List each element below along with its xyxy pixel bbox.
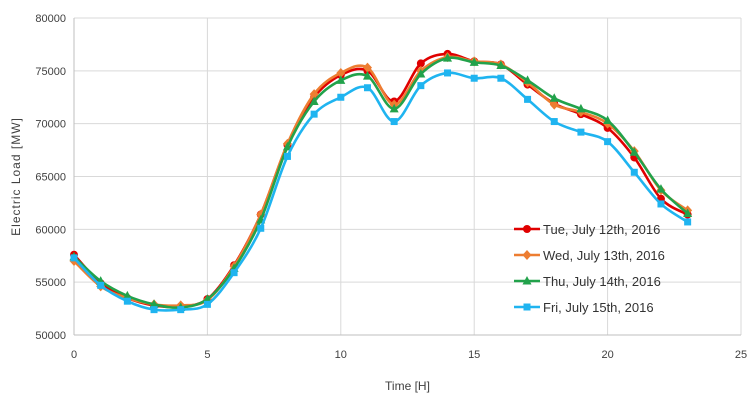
y-tick-label: 50000 xyxy=(35,330,66,342)
series-line xyxy=(73,56,689,310)
y-tick-label: 65000 xyxy=(35,172,66,184)
data-point xyxy=(603,115,613,124)
data-point xyxy=(309,96,319,105)
data-point xyxy=(150,306,158,314)
data-point xyxy=(469,57,479,66)
y-tick-label: 70000 xyxy=(35,119,66,131)
data-point xyxy=(363,84,371,92)
data-point xyxy=(390,118,398,126)
data-point xyxy=(657,200,665,208)
y-axis-title: Electric Load [MW] xyxy=(9,117,23,236)
legend-marker xyxy=(523,225,531,233)
data-point xyxy=(310,110,318,118)
data-point xyxy=(309,89,319,100)
data-point xyxy=(683,208,693,217)
data-point xyxy=(336,67,346,78)
data-point xyxy=(496,60,506,70)
data-point xyxy=(123,297,131,305)
data-point xyxy=(282,141,292,151)
data-point xyxy=(549,93,559,102)
data-point xyxy=(576,103,586,113)
data-point xyxy=(577,128,585,136)
data-point xyxy=(497,74,505,82)
y-tick-label: 60000 xyxy=(35,224,66,236)
y-tick-label: 55000 xyxy=(35,277,66,289)
data-point xyxy=(70,254,78,262)
legend-label: Wed, July 13th, 2016 xyxy=(543,248,665,263)
x-tick-label: 15 xyxy=(468,349,480,361)
data-point xyxy=(470,74,478,82)
data-point xyxy=(550,118,558,126)
data-point xyxy=(177,306,185,314)
data-point xyxy=(230,269,238,277)
x-tick-label: 0 xyxy=(71,349,77,361)
data-point xyxy=(202,294,212,303)
data-point xyxy=(523,75,533,84)
data-point xyxy=(549,99,559,110)
legend-marker xyxy=(523,303,531,311)
data-point xyxy=(336,75,346,84)
data-point xyxy=(684,218,692,226)
x-tick-label: 25 xyxy=(735,349,747,361)
legend-label: Tue, July 12th, 2016 xyxy=(543,222,660,237)
data-point xyxy=(337,93,345,101)
data-point xyxy=(149,299,159,308)
series-3 xyxy=(69,53,693,312)
data-point xyxy=(97,281,105,289)
series-2 xyxy=(69,52,693,311)
y-tick-label: 80000 xyxy=(35,13,66,25)
data-point xyxy=(604,138,612,146)
data-point xyxy=(362,62,372,73)
data-point xyxy=(416,69,426,78)
data-point xyxy=(524,95,532,103)
data-point xyxy=(362,71,372,80)
legend-marker xyxy=(522,276,532,285)
data-point xyxy=(283,152,291,160)
x-tick-label: 5 xyxy=(204,349,210,361)
data-point xyxy=(416,59,425,68)
legend-label: Thu, July 14th, 2016 xyxy=(543,274,661,289)
x-tick-label: 20 xyxy=(601,349,613,361)
series-4 xyxy=(70,69,692,314)
series-group xyxy=(69,49,693,314)
data-point xyxy=(656,184,666,193)
x-axis-title: Time [H] xyxy=(385,379,430,393)
plot-area xyxy=(73,18,741,336)
x-tick-label: 10 xyxy=(335,349,347,361)
data-point xyxy=(389,103,399,113)
y-tick-label: 75000 xyxy=(35,66,66,78)
data-point xyxy=(257,224,265,232)
grid-lines xyxy=(73,17,742,336)
data-point xyxy=(122,290,132,300)
data-point xyxy=(444,69,452,77)
data-point xyxy=(417,82,425,90)
data-point xyxy=(629,147,639,156)
data-point xyxy=(203,300,211,308)
legend-marker xyxy=(522,250,532,260)
axis-ticks: 50000 55000 60000 65000 70000 75000 80000 0 5 10 1… xyxy=(35,13,747,361)
data-point xyxy=(443,53,453,62)
data-point xyxy=(630,168,638,176)
legend: Tue, July 12th, 2016 Wed, July 13th, 2016… xyxy=(514,222,665,315)
legend-label: Fri, July 15th, 2016 xyxy=(543,300,654,315)
